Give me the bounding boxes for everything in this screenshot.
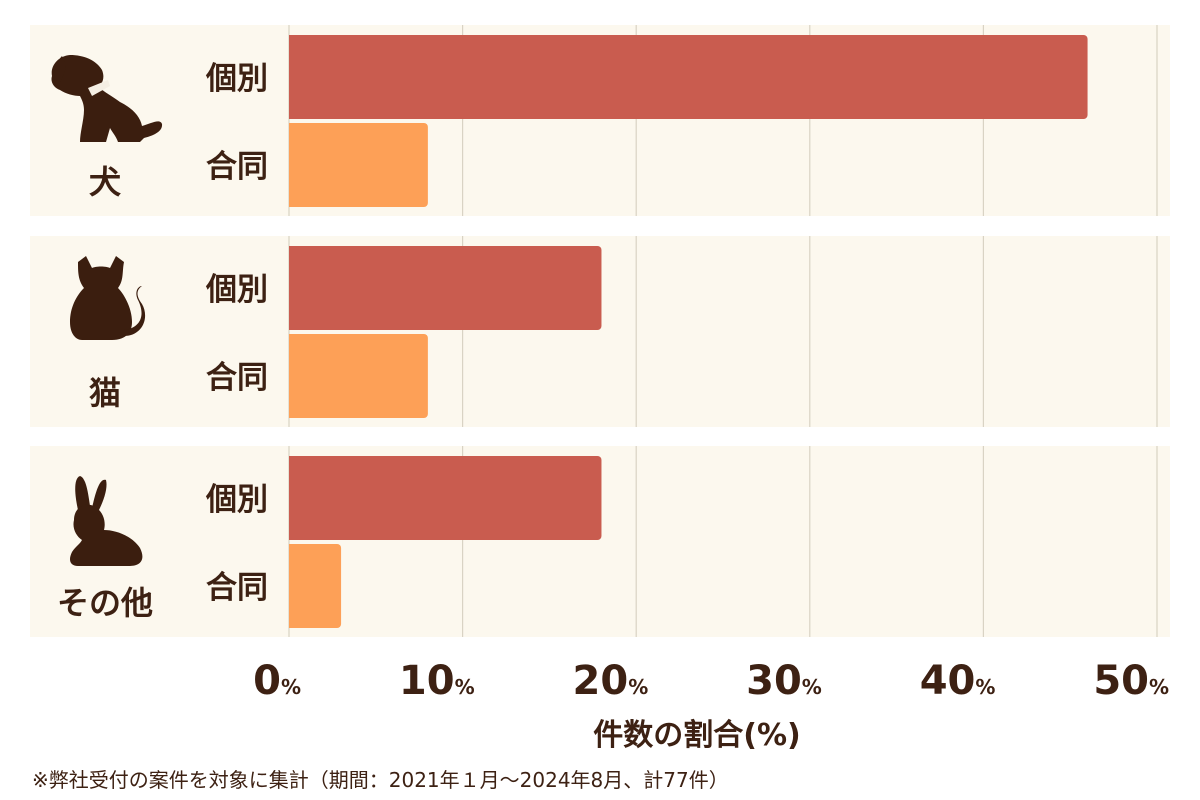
bar-category-label: 個別: [205, 61, 268, 97]
x-tick-label: 40: [920, 658, 976, 704]
x-tick-label: 50: [1093, 658, 1149, 704]
x-axis-title: 件数の割合(%): [593, 718, 800, 753]
bar-edge: [289, 246, 295, 330]
group-label: 猫: [89, 374, 121, 412]
x-tick-unit: %: [455, 675, 475, 699]
bar-category-label: 個別: [205, 482, 268, 518]
cat-icon: [70, 256, 146, 340]
x-tick-label: 30: [746, 658, 802, 704]
bar-category-label: 合同: [206, 570, 268, 606]
bar: [289, 123, 428, 207]
bar: [289, 246, 602, 330]
bar-category-label: 合同: [206, 360, 268, 396]
icons: [51, 55, 163, 566]
bar-category-label: 個別: [205, 272, 268, 308]
x-tick-unit: %: [802, 675, 822, 699]
bar-edge: [289, 334, 295, 418]
bar-category-label: 合同: [206, 149, 268, 185]
bar: [289, 334, 428, 418]
x-tick-label: 10: [399, 658, 455, 704]
x-tick-unit: %: [281, 675, 301, 699]
bars: [289, 35, 1088, 628]
x-tick-label: 20: [573, 658, 629, 704]
bar-edge: [289, 544, 295, 628]
bar: [289, 456, 602, 540]
x-tick-label: 0: [253, 658, 281, 704]
bar-edge: [289, 456, 295, 540]
bar: [289, 35, 1088, 119]
x-tick-unit: %: [975, 675, 995, 699]
dog-icon: [51, 55, 163, 142]
footnote: ※弊社受付の案件を対象に集計（期間：2021年１月～2024年8月、計77件）: [32, 768, 729, 792]
bar: [289, 544, 342, 628]
x-tick-unit: %: [628, 675, 648, 699]
bar-edge: [289, 35, 295, 119]
x-tick-unit: %: [1149, 675, 1169, 699]
rabbit-icon: [70, 476, 143, 566]
bar-edge: [289, 123, 295, 207]
x-axis: 0% 10% 20% 30% 40% 50%: [253, 658, 1169, 704]
group-label: その他: [57, 584, 153, 622]
group-label: 犬: [89, 163, 121, 201]
